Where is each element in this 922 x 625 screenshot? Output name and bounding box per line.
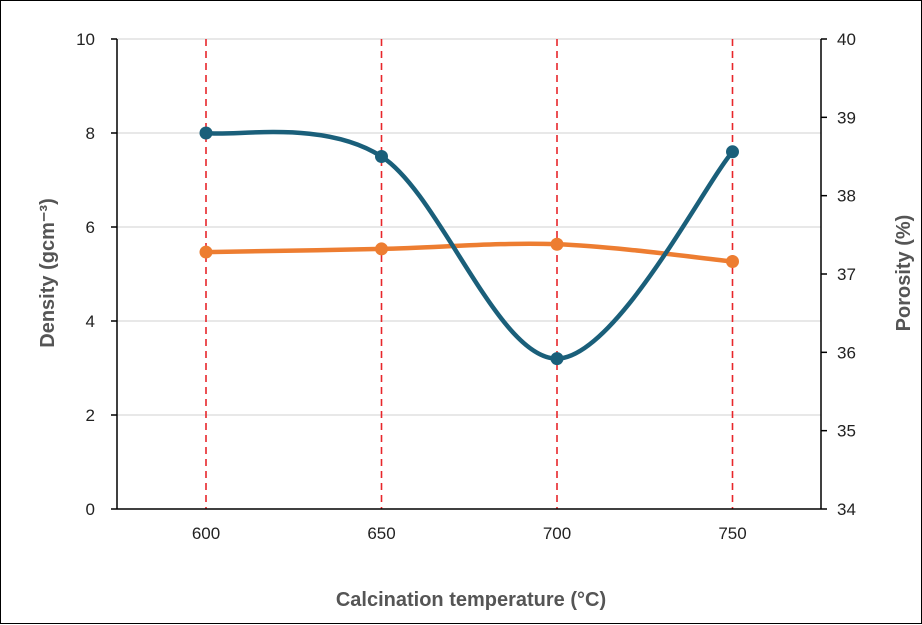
left-axis-title: Density (gcm⁻³) xyxy=(37,198,59,347)
axes xyxy=(111,38,827,510)
gridlines xyxy=(117,38,821,416)
porosity-series-line xyxy=(203,241,735,264)
x-axis-title: Calcination temperature (°C) xyxy=(336,589,606,611)
right-tick-label: 36 xyxy=(837,343,856,362)
porosity-point xyxy=(726,254,739,268)
porosity-point xyxy=(375,242,388,256)
right-tick-label: 38 xyxy=(837,187,856,206)
porosity-point xyxy=(550,237,564,251)
series xyxy=(199,126,739,366)
right-axis-title: Porosity (%) xyxy=(893,215,915,332)
density-point xyxy=(726,145,739,159)
tick-labels: 0 2 4 6 8 10 34 35 36 37 38 39 40 600 650 700 750 xyxy=(76,30,856,543)
x-tick-label: 600 xyxy=(192,524,220,543)
left-tick-label: 0 xyxy=(86,500,95,519)
x-tick-label: 650 xyxy=(367,524,395,543)
right-tick-label: 34 xyxy=(837,500,856,519)
right-tick-label: 37 xyxy=(837,265,856,284)
density-series-line xyxy=(203,129,735,361)
density-point xyxy=(375,150,388,163)
x-tick-label: 750 xyxy=(718,524,746,543)
right-tick-label: 40 xyxy=(837,30,856,49)
right-tick-label: 35 xyxy=(837,422,856,441)
left-tick-label: 6 xyxy=(86,218,95,237)
reference-lines xyxy=(205,39,734,509)
density-point xyxy=(550,352,564,366)
x-tick-label: 700 xyxy=(543,524,571,543)
density-point xyxy=(199,126,213,140)
porosity-point xyxy=(199,245,213,259)
left-tick-label: 8 xyxy=(86,124,95,143)
left-tick-label: 10 xyxy=(76,30,95,49)
right-tick-label: 39 xyxy=(837,108,856,127)
left-tick-label: 2 xyxy=(86,406,95,425)
left-tick-label: 4 xyxy=(86,312,95,331)
